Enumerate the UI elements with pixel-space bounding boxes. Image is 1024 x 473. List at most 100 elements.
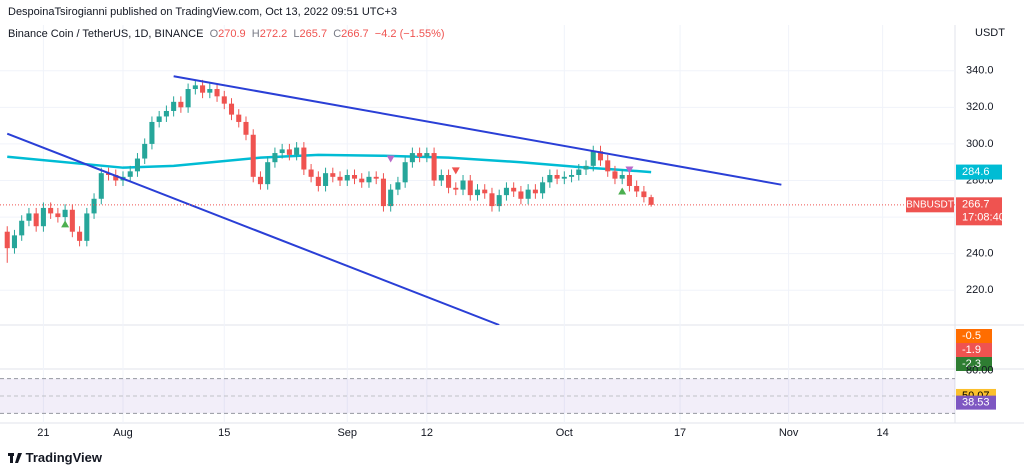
o-label: O xyxy=(209,28,219,40)
candle-body xyxy=(634,185,640,192)
candle-body xyxy=(431,153,437,181)
change: −4.2 (−1.55%) xyxy=(374,28,445,40)
candle-body xyxy=(503,187,509,196)
candle-body xyxy=(460,180,466,190)
candle-body xyxy=(171,101,177,111)
candle-body xyxy=(11,235,18,249)
price-label-box xyxy=(956,164,1002,180)
signal-marker xyxy=(451,167,460,175)
candle-body xyxy=(163,110,169,117)
price-label: 284.6 xyxy=(962,166,990,178)
candle-body xyxy=(214,89,220,97)
macd-label: -1.9 xyxy=(962,344,981,356)
c-label: C xyxy=(333,28,342,40)
candle-body xyxy=(344,175,350,181)
candle-body xyxy=(185,89,191,108)
candle-body xyxy=(236,114,242,122)
candle-body xyxy=(612,171,618,179)
candle-body xyxy=(62,209,68,218)
candle-body xyxy=(605,160,611,172)
candle-body xyxy=(265,162,271,185)
candle-body xyxy=(474,189,481,196)
candle-body xyxy=(69,209,75,232)
candle-body xyxy=(373,176,379,179)
macd-label-box xyxy=(956,343,992,357)
candle-body xyxy=(48,207,54,214)
signal-marker xyxy=(625,166,634,174)
candle-body xyxy=(84,213,90,241)
candle-body xyxy=(142,143,148,159)
candle-body xyxy=(424,153,430,157)
y-tick-label: 300.0 xyxy=(966,138,994,150)
macd-label-box xyxy=(956,357,992,371)
candle-body xyxy=(272,153,278,163)
candle-body xyxy=(91,198,97,214)
candle-body xyxy=(525,189,531,199)
price-label: 266.7 xyxy=(962,199,990,211)
candle-body xyxy=(619,175,625,179)
x-tick-label: Oct xyxy=(556,427,573,439)
brand: TradingView xyxy=(25,450,102,465)
price-label-box xyxy=(956,197,1002,226)
low: 265.7 xyxy=(299,28,328,40)
candle-body xyxy=(127,171,133,177)
macd-label-box xyxy=(956,329,992,343)
candle-body xyxy=(511,187,517,192)
y-tick-label: 220.0 xyxy=(966,284,994,296)
moving-average xyxy=(7,153,652,174)
candle-body xyxy=(337,176,343,181)
candle-body xyxy=(576,169,582,175)
candle-body xyxy=(286,149,292,155)
candle-body xyxy=(569,175,575,177)
macd-label: -0.5 xyxy=(962,330,981,342)
candle-body xyxy=(489,193,495,207)
rsi-upper-label: 80.00 xyxy=(966,365,994,377)
candle-body xyxy=(395,182,401,190)
rsi-value: 38.53 xyxy=(962,397,990,409)
currency: USDT xyxy=(975,27,1005,39)
y-tick-label: 240.0 xyxy=(966,248,994,260)
candle-body xyxy=(467,180,473,196)
candle-body xyxy=(532,189,538,194)
candle-body xyxy=(366,176,372,183)
trend-line xyxy=(173,75,782,186)
symbol: Binance Coin / TetherUS, 1D, BINANCE xyxy=(8,28,204,40)
x-tick-label: Sep xyxy=(337,427,357,439)
candle-body xyxy=(40,207,46,227)
l-label: L xyxy=(293,28,300,40)
open: 270.9 xyxy=(218,28,246,40)
candle-body xyxy=(200,85,206,93)
candle-body xyxy=(648,197,654,205)
signal-marker xyxy=(618,187,627,195)
macd-label: -2.3 xyxy=(962,358,981,370)
candle-body xyxy=(597,151,604,161)
candle-body xyxy=(641,191,647,198)
candle-body xyxy=(250,134,256,177)
x-tick-label: 14 xyxy=(877,427,889,439)
candle-body xyxy=(134,158,140,172)
rsi-value-box xyxy=(956,395,996,410)
candle-body xyxy=(438,175,444,181)
candle-body xyxy=(359,178,365,183)
x-tick-label: 21 xyxy=(37,427,49,439)
candle-body xyxy=(417,153,423,157)
candle-body xyxy=(243,121,249,135)
candle-body xyxy=(26,213,32,221)
x-tick-label: 12 xyxy=(421,427,433,439)
candle-body xyxy=(301,147,307,170)
candle-body xyxy=(453,187,459,190)
candle-body xyxy=(518,191,524,199)
h-label: H xyxy=(251,28,260,40)
x-tick-label: Aug xyxy=(113,427,133,439)
close: 266.7 xyxy=(341,28,369,40)
candle-body xyxy=(308,169,314,177)
candle-body xyxy=(554,175,560,179)
footer: TradingView xyxy=(8,450,102,465)
x-tick-label: 17 xyxy=(674,427,686,439)
x-tick-label: 15 xyxy=(218,427,230,439)
candle-body xyxy=(4,231,10,249)
candle-body xyxy=(228,103,235,115)
candle-body xyxy=(547,175,553,183)
